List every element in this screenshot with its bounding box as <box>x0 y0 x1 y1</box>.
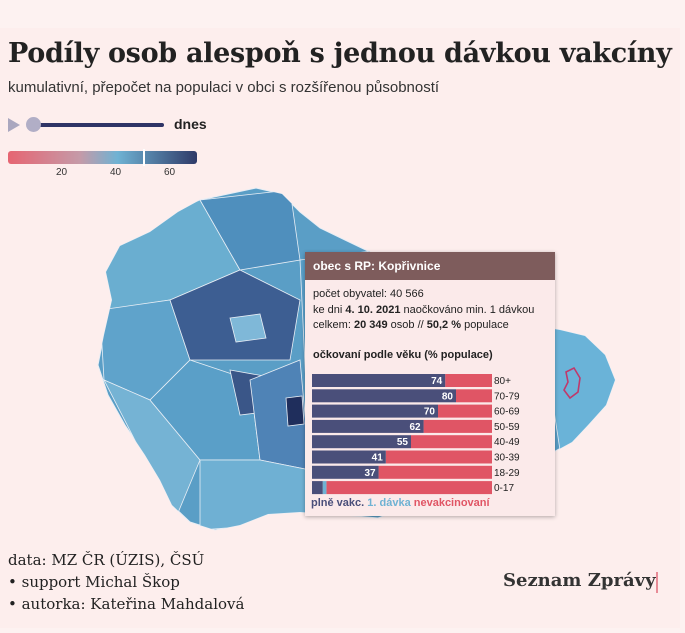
bar-full <box>312 450 386 464</box>
bar-value-label: 74 <box>431 376 443 387</box>
bar-none <box>326 481 492 495</box>
brand-logo[interactable]: Seznam Zprávy <box>503 570 656 591</box>
age-group-label: 80+ <box>494 376 511 387</box>
bar-value-label: 80 <box>442 391 454 402</box>
bar-value-label: 70 <box>424 407 436 418</box>
time-slider-label: dnes <box>174 116 207 132</box>
age-group-label: 30-39 <box>494 453 520 464</box>
bar-full <box>312 404 438 418</box>
page-title: Podíly osob alespoň s jednou dávkou vakc… <box>8 38 672 69</box>
region-prague[interactable] <box>229 313 267 343</box>
region-southwest[interactable] <box>103 379 201 521</box>
percent-value: 50,2 % <box>426 319 462 331</box>
total-prefix: celkem: <box>313 319 354 331</box>
tooltip-header: obec s RP: Kopřivnice <box>305 252 555 280</box>
koprivnice-highlight[interactable] <box>563 366 581 400</box>
bar-none <box>423 419 492 433</box>
legend-tick: 40 <box>110 167 122 178</box>
tooltip: obec s RP: Kopřivnice počet obyvatel: 40… <box>305 252 555 516</box>
bar-value-label: 62 <box>409 422 421 433</box>
age-group-label: 60-69 <box>494 407 520 418</box>
bar-value-label: 41 <box>372 453 384 464</box>
date-prefix: ke dni <box>313 304 346 316</box>
bar-full <box>312 374 446 387</box>
age-group-label: 18-29 <box>494 468 520 479</box>
time-slider-track[interactable] <box>28 123 164 127</box>
age-chart-legend: plně vakc. 1. dávka nevakcinovaní <box>311 497 490 509</box>
bar-full <box>312 419 424 433</box>
bar-none <box>445 374 492 387</box>
age-group-label: 0-17 <box>494 483 514 494</box>
page-subtitle: kumulativní, přepočet na populaci v obci… <box>8 79 440 96</box>
population-line: počet obyvatel: 40 566 <box>313 288 424 300</box>
bar-none <box>411 435 492 449</box>
brand-accent <box>656 572 658 593</box>
date-suffix: naočkováno min. 1 dávkou <box>400 304 535 316</box>
age-group-label: 50-59 <box>494 422 520 433</box>
date-line: ke dni 4. 10. 2021 naočkováno min. 1 dáv… <box>313 304 534 316</box>
total-value: 20 349 <box>353 319 388 331</box>
bar-full <box>312 389 456 403</box>
region-central[interactable] <box>169 269 301 361</box>
age-bar-chart: 74 80+ 80 70-79 70 60-69 62 50-59 55 40-49 41 30-39… <box>312 374 520 495</box>
date-value: 4. 10. 2021 <box>345 304 401 316</box>
legend-current-marker <box>143 149 145 166</box>
play-icon[interactable] <box>8 118 20 132</box>
age-group-label: 70-79 <box>494 391 520 402</box>
time-slider-handle[interactable] <box>26 117 41 132</box>
bar-none <box>385 450 492 464</box>
age-chart-title: očkovaní podle věku (% populace) <box>313 349 493 361</box>
bar-full <box>312 435 411 449</box>
legend-one-dose: 1. dávka <box>367 497 411 509</box>
total-mid: osob // <box>387 319 427 331</box>
legend-tick: 60 <box>164 167 176 178</box>
region-highlight-dark[interactable] <box>285 395 305 427</box>
bar-none <box>456 389 492 403</box>
bar-full <box>312 481 323 495</box>
total-suffix: populace <box>461 319 509 331</box>
bar-none <box>378 465 492 479</box>
bar-one-dose <box>322 481 327 495</box>
source-note: data: MZ ČR (ÚZIS), ČSÚ <box>8 551 205 569</box>
bar-value-label: 55 <box>397 437 409 448</box>
bar-value-label: 37 <box>364 468 376 479</box>
bar-full <box>312 465 379 479</box>
color-legend-bar <box>8 151 197 164</box>
legend-full: plně vakc. <box>311 497 365 509</box>
legend-none: nevakcinovaní <box>413 497 490 509</box>
legend-tick: 20 <box>56 167 68 178</box>
support-note: • support Michal Škop <box>8 573 180 591</box>
total-line: celkem: 20 349 osob // 50,2 % populace <box>313 319 509 331</box>
bar-none <box>438 404 492 418</box>
age-group-label: 40-49 <box>494 437 520 448</box>
author-note: • autorka: Kateřina Mahdalová <box>8 595 245 613</box>
